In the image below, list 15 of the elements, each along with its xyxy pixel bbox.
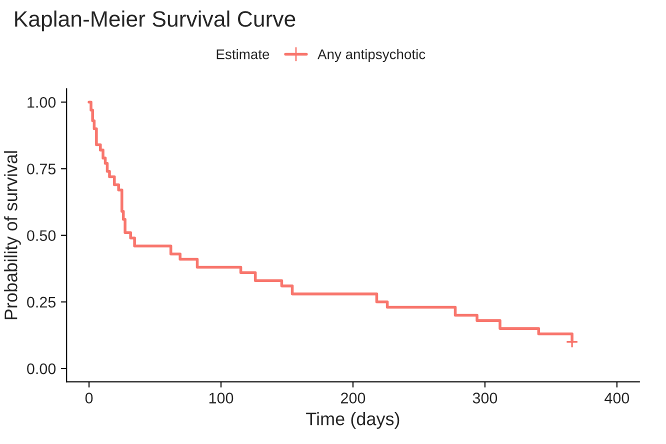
y-tick-label: 0.00 xyxy=(27,363,56,374)
y-tick-label: 0.25 xyxy=(27,296,56,308)
legend-label: Any antipsychotic xyxy=(318,49,426,62)
x-tick-label: 300 xyxy=(472,392,498,404)
y-tick-label: 0.50 xyxy=(27,230,56,242)
chart-title: Kaplan-Meier Survival Curve xyxy=(15,10,296,32)
y-axis-title: Probability of survival xyxy=(4,151,21,320)
legend-title: Estimate xyxy=(216,49,270,60)
x-tick-label: 100 xyxy=(209,392,234,404)
y-tick-label: 1.00 xyxy=(28,96,56,108)
x-tick-label: 400 xyxy=(604,392,630,404)
x-tick-label: 200 xyxy=(341,392,366,404)
x-tick-label: 0 xyxy=(85,392,93,404)
x-axis-title: Time (days) xyxy=(306,412,400,429)
y-tick-label: 0.75 xyxy=(27,164,56,174)
